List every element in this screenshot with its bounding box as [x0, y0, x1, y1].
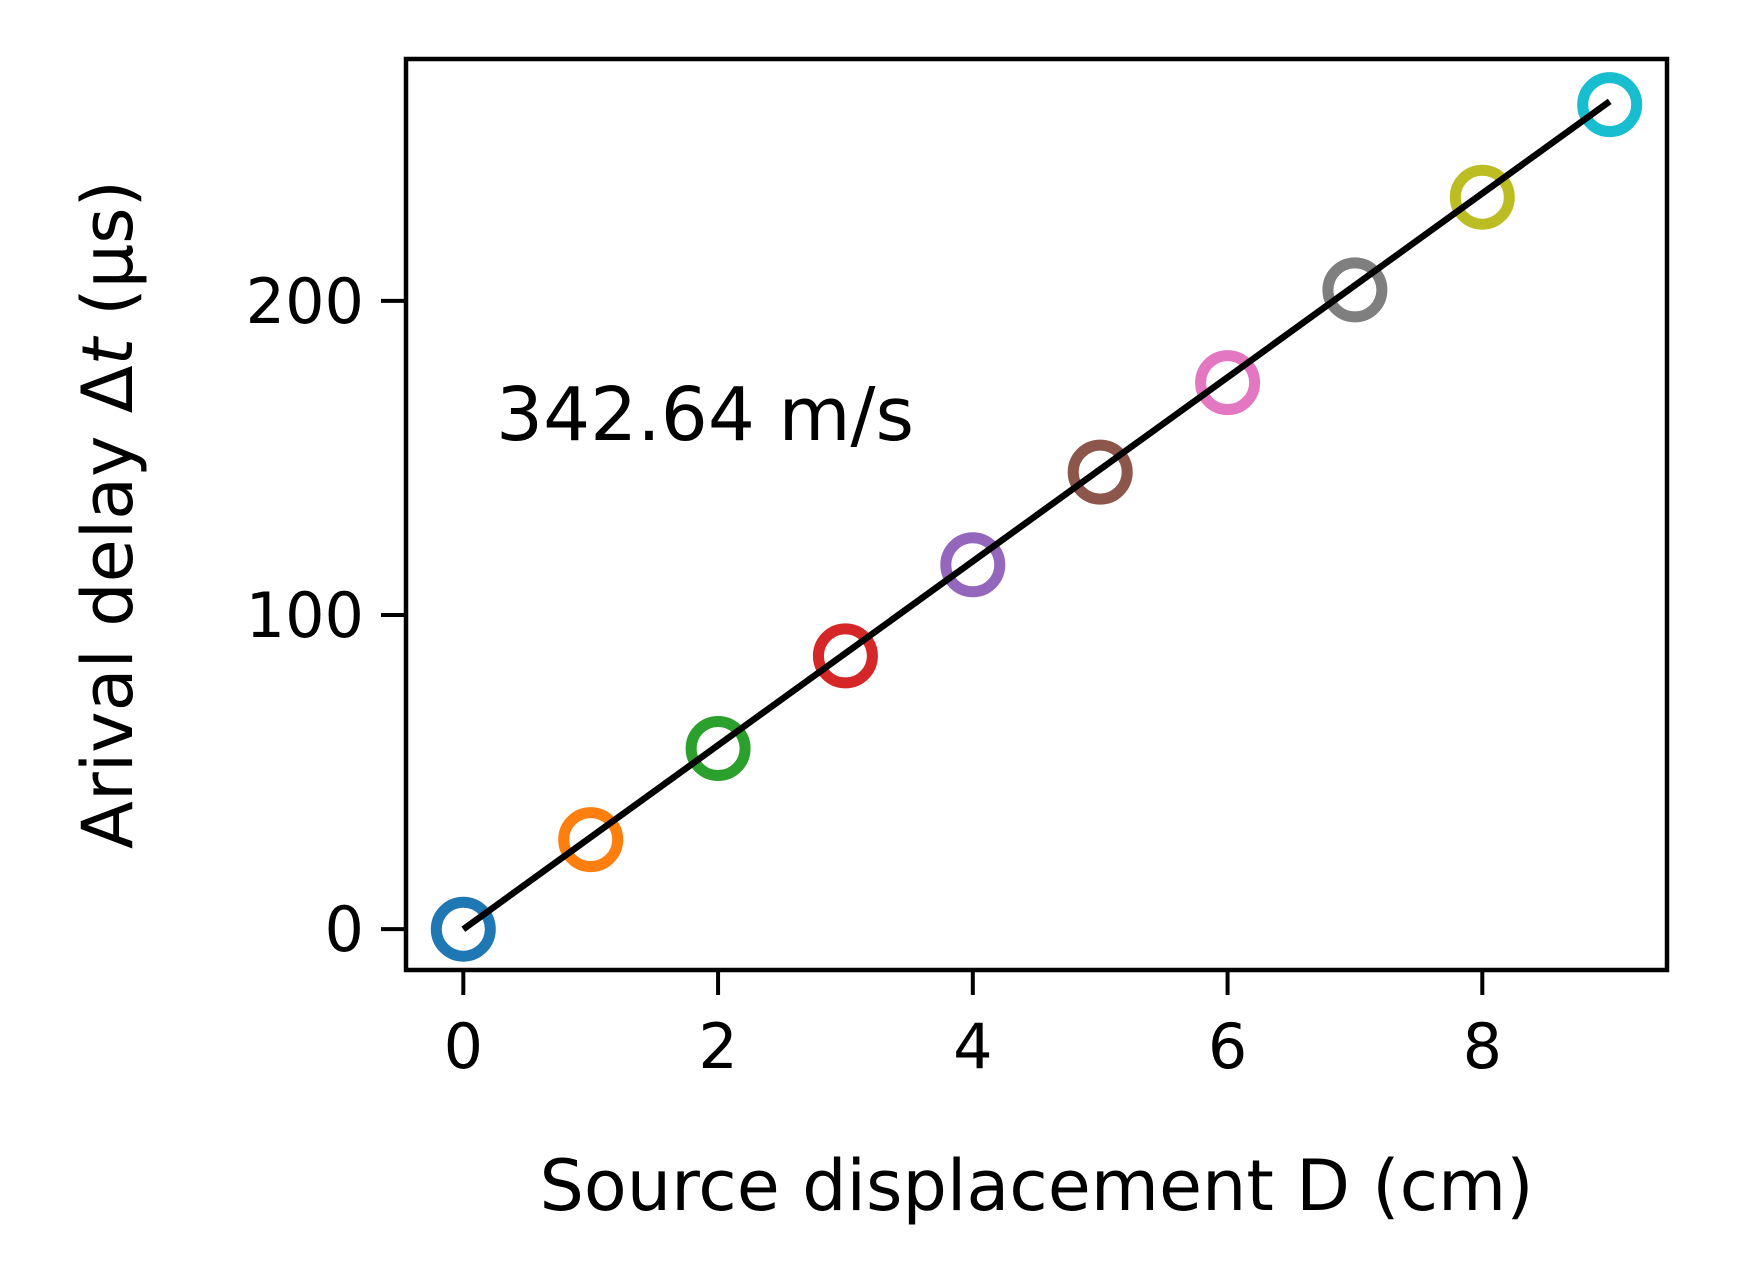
axes-frame: [403, 56, 1670, 973]
data-point-5: [1067, 439, 1133, 505]
data-point-2: [685, 716, 751, 781]
speed-annotation: 342.64 m/s: [496, 372, 914, 458]
data-point-3: [812, 623, 878, 689]
data-point-6: [1195, 350, 1261, 416]
y-tick-label-1: 100: [246, 579, 364, 652]
y-tick-label-0: 0: [325, 893, 364, 966]
x-tick-label-2: 4: [953, 1010, 992, 1083]
data-point-1: [558, 807, 624, 873]
data-point-0: [430, 896, 496, 962]
y-axis-label-unit: (μs): [67, 180, 149, 338]
y-axis-label: Arival delay Δt (μs): [67, 180, 149, 849]
x-tick-label-0: 0: [444, 1010, 483, 1083]
y-axis-label-prefix: Arival delay: [67, 413, 149, 849]
x-axis-ticks: 0 2 4 6 8: [444, 970, 1502, 1083]
data-point-7: [1322, 257, 1388, 323]
data-point-9: [1577, 72, 1643, 138]
x-tick-label-1: 2: [698, 1010, 737, 1083]
x-axis-label: Source displacement D (cm): [539, 1145, 1533, 1227]
fit-line: [461, 98, 1612, 932]
plot-content: [430, 72, 1643, 962]
data-point-8: [1449, 164, 1515, 230]
y-axis-ticks: 0 100 200: [246, 265, 406, 966]
x-tick-label-3: 6: [1208, 1010, 1247, 1083]
data-point-4: [940, 532, 1006, 598]
x-tick-label-4: 8: [1463, 1010, 1502, 1083]
y-axis-label-t: t: [67, 335, 149, 365]
y-axis-label-delta: Δ: [67, 365, 149, 413]
y-tick-label-2: 200: [246, 265, 364, 338]
